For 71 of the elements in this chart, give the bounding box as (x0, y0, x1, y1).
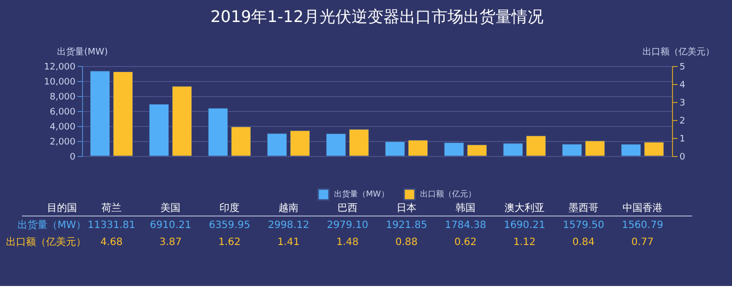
bar (526, 136, 546, 156)
bar (172, 86, 192, 156)
x-tick-label: 澳大利亚 (504, 202, 544, 214)
bar (326, 133, 346, 156)
legend-label: 出口额（亿元） (420, 190, 476, 199)
bar (644, 142, 664, 156)
data-label: 1.48 (336, 237, 359, 248)
bar (230, 126, 251, 156)
bar (444, 142, 464, 156)
y2-tick-label: 0 (680, 152, 686, 162)
data-label: 1784.38 (444, 220, 486, 231)
data-label: 1921.85 (386, 220, 428, 231)
data-label: 1.41 (277, 237, 300, 248)
data-label: 1560.79 (622, 220, 664, 231)
y-tick-label: 6,000 (50, 108, 76, 118)
bar (90, 70, 110, 156)
text: 出口额（亿美元） (6, 236, 86, 248)
data-label: 3.87 (159, 237, 182, 248)
y-tick-label: 10,000 (44, 78, 76, 88)
bar (503, 143, 524, 156)
data-label: 2998.12 (268, 220, 310, 231)
bar (466, 144, 487, 156)
x-tick-label: 中国香港 (622, 202, 662, 214)
y2-tick-label: 2 (680, 116, 686, 126)
x-tick-label: 越南 (278, 202, 298, 214)
y2-tick-label: 3 (680, 98, 686, 108)
data-label: 6359.95 (208, 220, 250, 231)
y-tick-label: 4,000 (50, 122, 76, 132)
bar (267, 133, 288, 156)
y2-tick-label: 4 (680, 80, 686, 90)
x-tick-label: 墨西哥 (568, 203, 598, 214)
bar (348, 129, 369, 156)
data-label: 4.68 (100, 237, 123, 248)
data-label: 1.12 (513, 237, 536, 248)
data-label: 0.62 (454, 237, 477, 248)
y-axis-title: 出货量(MW) (57, 46, 108, 58)
bar (584, 140, 605, 156)
bar (621, 144, 642, 156)
y-tick-label: 0 (70, 152, 76, 162)
y-tick-label: 12,000 (44, 62, 76, 72)
x-tick-label: 印度 (220, 202, 240, 214)
data-label: 6910.21 (150, 220, 192, 231)
bar (385, 141, 406, 156)
bar (290, 130, 310, 156)
x-tick-label: 韩国 (456, 202, 476, 214)
data-label: 0.84 (572, 237, 595, 248)
data-label: 0.88 (395, 237, 418, 248)
data-label: 1690.21 (504, 220, 546, 231)
data-label: 2979.10 (326, 220, 368, 231)
data-label: 1.62 (218, 237, 241, 248)
bar (562, 144, 582, 156)
data-label: 0.77 (631, 237, 654, 248)
bar (408, 140, 428, 156)
data-label: 11331.81 (88, 220, 136, 231)
legend-label: 出货量（MW） (334, 190, 389, 199)
y2-tick-label: 5 (680, 62, 686, 72)
text: 出货量（MW） (17, 219, 86, 231)
x-tick-label: 荷兰 (102, 202, 122, 214)
data-label: 1579.50 (562, 220, 604, 231)
y2-tick-label: 1 (680, 134, 686, 144)
x-tick-label: 巴西 (338, 203, 358, 214)
x-tick-label: 美国 (160, 202, 180, 214)
bar (208, 108, 228, 156)
chart-title: 2019年1-12月光伏逆变器出口市场出货量情况 (210, 7, 544, 26)
bar (149, 104, 170, 156)
bar (112, 72, 133, 156)
y-tick-label: 8,000 (50, 92, 76, 102)
x-tick-label: 日本 (396, 202, 416, 214)
y2-axis-title: 出口额（亿美元） (642, 46, 714, 58)
y-tick-label: 2,000 (50, 138, 76, 148)
text: 目的国 (47, 203, 77, 214)
